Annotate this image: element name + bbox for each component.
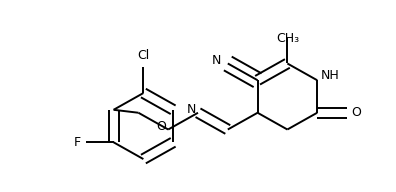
Text: CH₃: CH₃ bbox=[276, 32, 299, 45]
Text: F: F bbox=[74, 136, 81, 149]
Text: N: N bbox=[211, 54, 221, 67]
Text: NH: NH bbox=[321, 69, 340, 82]
Text: O: O bbox=[156, 120, 166, 133]
Text: N: N bbox=[187, 103, 196, 116]
Text: O: O bbox=[351, 106, 361, 119]
Text: Cl: Cl bbox=[137, 50, 150, 62]
